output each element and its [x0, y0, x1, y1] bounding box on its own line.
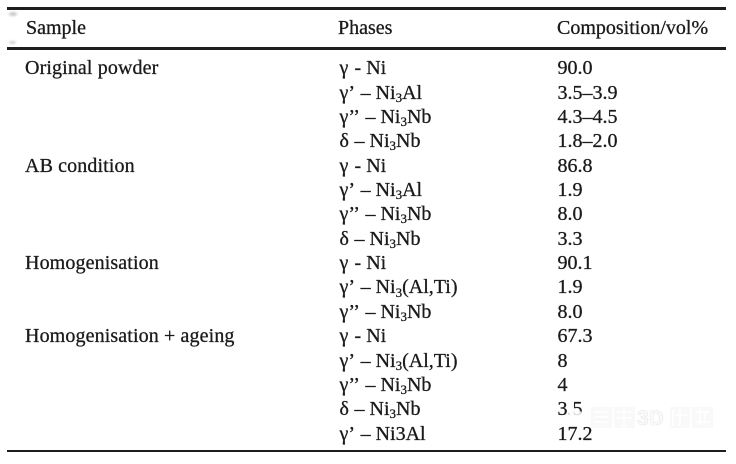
svg-text:3D: 3D — [637, 407, 664, 429]
